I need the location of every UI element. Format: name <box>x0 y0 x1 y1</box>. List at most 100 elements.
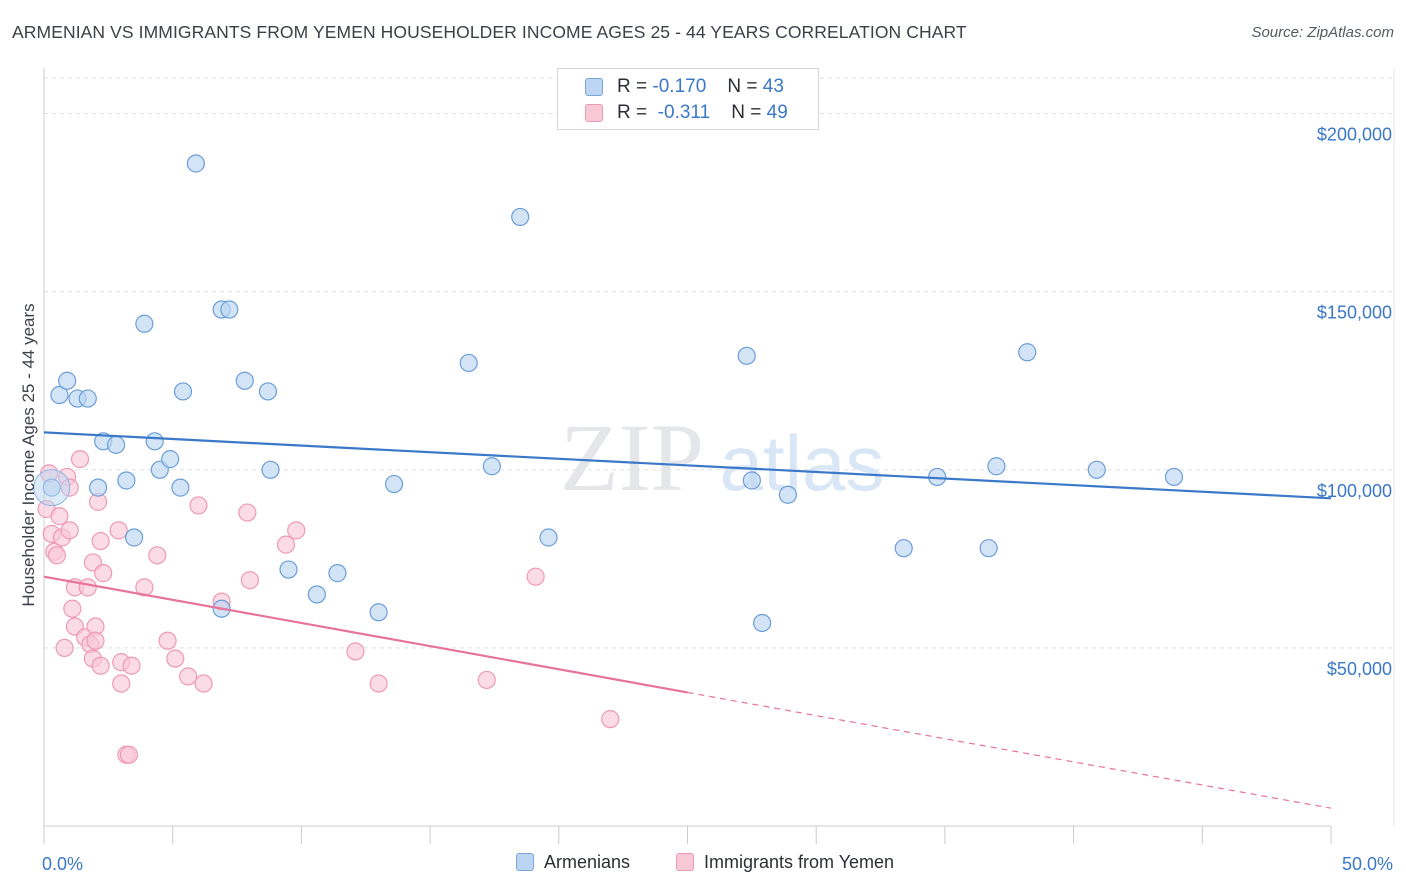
gridlines <box>44 77 1394 649</box>
armenian-points <box>33 154 1184 633</box>
armenians-trend-line <box>43 431 1332 500</box>
yemen-point <box>601 710 620 729</box>
armenian-point <box>50 385 69 405</box>
yemen-point <box>148 546 167 565</box>
source-label: Source: ZipAtlas.com <box>1251 24 1394 41</box>
yemen-point <box>179 667 198 686</box>
armenian-point <box>58 371 77 390</box>
armenian-point <box>737 346 756 365</box>
armenian-point <box>384 474 404 494</box>
yemen-point <box>91 531 110 551</box>
armenian-point-cluster <box>33 469 71 507</box>
yemen-point <box>276 535 296 554</box>
yemen-swatch <box>585 104 603 122</box>
yemen-n-value: 49 <box>766 102 788 123</box>
armenians-stats: R = -0.170 N = 43 <box>617 76 784 97</box>
armenian-point <box>742 471 761 490</box>
armenian-point <box>220 300 239 319</box>
armenian-point <box>161 450 180 469</box>
yemen-point <box>55 638 74 658</box>
legend-yemen-swatch <box>676 853 694 871</box>
axes <box>43 68 1395 844</box>
yemen-point <box>287 521 306 540</box>
yemen-point <box>526 567 545 586</box>
yemen-point <box>346 642 365 661</box>
armenian-point <box>117 471 136 490</box>
armenian-point <box>78 389 97 408</box>
yemen-point <box>91 656 110 675</box>
yemen-point <box>194 674 213 693</box>
armenian-point <box>186 154 205 173</box>
armenian-point <box>171 478 190 497</box>
armenian-point <box>369 603 388 622</box>
yemen-point <box>86 631 105 650</box>
legend-armenians-swatch <box>516 853 534 871</box>
yemen-point <box>238 503 257 522</box>
stats-row-yemen: R = -0.311 N = 49 <box>558 101 818 127</box>
armenian-point <box>235 371 254 390</box>
armenians-swatch <box>585 78 603 96</box>
yemen-points <box>37 450 620 764</box>
y-tick-label: $150,000 <box>1317 303 1392 323</box>
armenian-point <box>258 382 278 401</box>
armenian-point <box>307 585 326 604</box>
yemen-point <box>240 571 260 590</box>
yemen-point <box>122 656 141 675</box>
yemen-point <box>109 521 128 540</box>
armenian-point <box>279 560 298 579</box>
yemen-point <box>94 564 113 583</box>
y-tick-label: $50,000 <box>1327 659 1392 679</box>
chart-title: ARMENIAN VS IMMIGRANTS FROM YEMEN HOUSEH… <box>12 22 967 42</box>
yemen-point <box>158 631 177 650</box>
armenian-point <box>145 432 164 451</box>
armenian-point <box>88 478 108 497</box>
armenian-point <box>124 528 144 547</box>
armenians-r-value: -0.170 <box>652 76 707 97</box>
yemen-point <box>63 599 82 618</box>
armenian-point <box>1018 343 1037 362</box>
armenian-point <box>106 435 126 454</box>
yemen-point <box>60 521 79 540</box>
yemen-r-value: -0.311 <box>657 102 711 123</box>
armenian-point <box>1087 460 1106 479</box>
legend-item-yemen: Immigrants from Yemen <box>676 852 894 873</box>
yemen-stats: R = -0.311 N = 49 <box>617 102 788 123</box>
yemen-point <box>189 496 208 515</box>
armenian-point <box>979 539 998 558</box>
axis-labels: $50,000 $100,000 $150,000 $200,000 0.0% 50.0%… <box>19 125 1393 874</box>
yemen-trend-line-extrapolated <box>687 691 1332 809</box>
armenian-point <box>261 460 280 479</box>
armenian-point <box>894 539 913 558</box>
legend-armenians-label: Armenians <box>544 852 631 872</box>
yemen-point <box>135 578 154 597</box>
stats-row-armenians: R = -0.170 N = 43 <box>558 75 818 101</box>
legend-item-armenians: Armenians <box>516 852 630 873</box>
armenian-point <box>539 528 558 547</box>
armenian-point <box>328 564 347 583</box>
yemen-point <box>369 674 388 693</box>
watermark-zip: ZIP <box>560 404 704 511</box>
armenian-point <box>987 457 1006 476</box>
yemen-point <box>47 546 66 565</box>
armenian-point <box>135 314 154 333</box>
armenian-point <box>1164 467 1184 487</box>
trend-lines <box>43 431 1332 809</box>
armenian-point <box>753 613 772 633</box>
yemen-point <box>166 649 185 668</box>
y-tick-label: $100,000 <box>1317 481 1392 501</box>
yemen-point <box>112 674 131 693</box>
armenians-n-value: 43 <box>762 76 784 97</box>
watermark: ZIP atlas <box>560 404 884 511</box>
x-tick-label: 50.0% <box>1342 854 1393 874</box>
yemen-point <box>50 507 69 526</box>
y-axis-title: Householder Income Ages 25 - 44 years <box>19 303 38 606</box>
yemen-point <box>119 745 139 764</box>
armenian-point <box>778 485 797 504</box>
stats-legend: R = -0.170 N = 43 R = -0.311 N = 49 <box>557 68 819 130</box>
yemen-point <box>477 670 496 690</box>
yemen-point <box>70 450 90 469</box>
x-tick-label: 0.0% <box>42 854 83 874</box>
armenian-point <box>459 353 478 373</box>
yemen-point <box>78 578 97 597</box>
